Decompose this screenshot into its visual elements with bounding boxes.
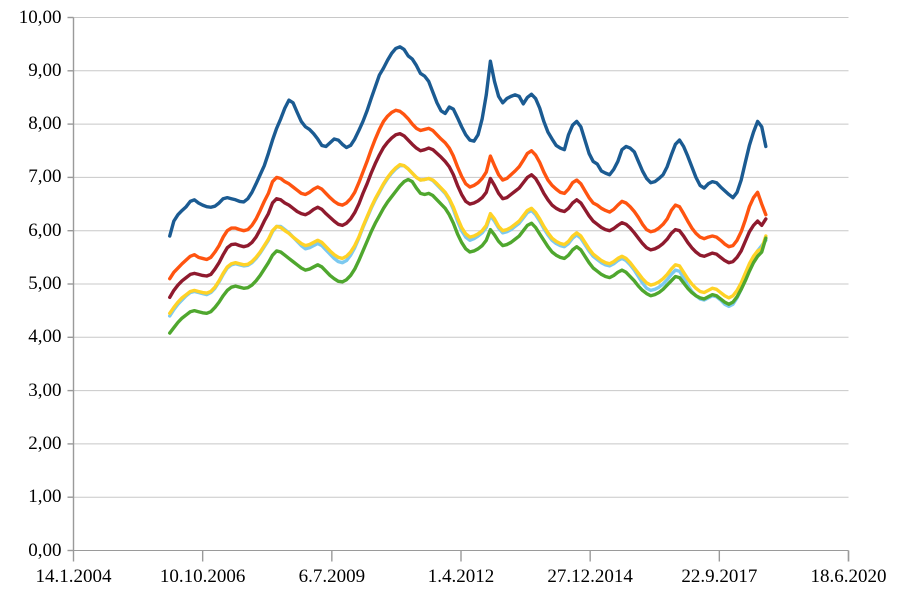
y-axis-tick-label: 6,00 xyxy=(28,219,62,241)
x-axis-tick-label: 27.12.2014 xyxy=(547,565,633,587)
series-line-series-5-yellow xyxy=(168,162,768,316)
series-line-series-3-dark-red xyxy=(168,131,768,300)
x-axis-tick-label: 22.9.2017 xyxy=(681,565,758,587)
series-line-series-1-dark-blue xyxy=(168,45,768,238)
y-axis-tick-label: 7,00 xyxy=(28,166,62,188)
x-axis-tick-label: 6.7.2009 xyxy=(298,565,366,587)
y-axis-tick-label: 5,00 xyxy=(28,273,62,294)
y-axis-tick-label: 0,00 xyxy=(28,539,62,561)
x-axis-tick-label: 18.6.2020 xyxy=(810,565,887,587)
y-axis-tick-label: 10,00 xyxy=(18,6,62,28)
x-axis-tick-label: 1.4.2012 xyxy=(427,565,495,587)
series-line-series-6-green xyxy=(168,177,768,335)
x-axis-tick-label: 10.10.2006 xyxy=(159,565,246,587)
y-axis-tick-label: 1,00 xyxy=(28,486,62,508)
series-line-series-4-light-blue xyxy=(168,163,768,318)
y-axis-tick-label: 4,00 xyxy=(28,326,62,348)
y-axis-tick-label: 8,00 xyxy=(28,113,62,135)
y-axis-tick-label: 2,00 xyxy=(28,432,62,454)
y-axis-tick-label: 9,00 xyxy=(28,59,62,81)
x-axis-tick-label: 14.1.2004 xyxy=(35,565,112,587)
y-axis-tick-label: 3,00 xyxy=(28,379,62,401)
series-line-series-2-orange xyxy=(168,108,768,281)
